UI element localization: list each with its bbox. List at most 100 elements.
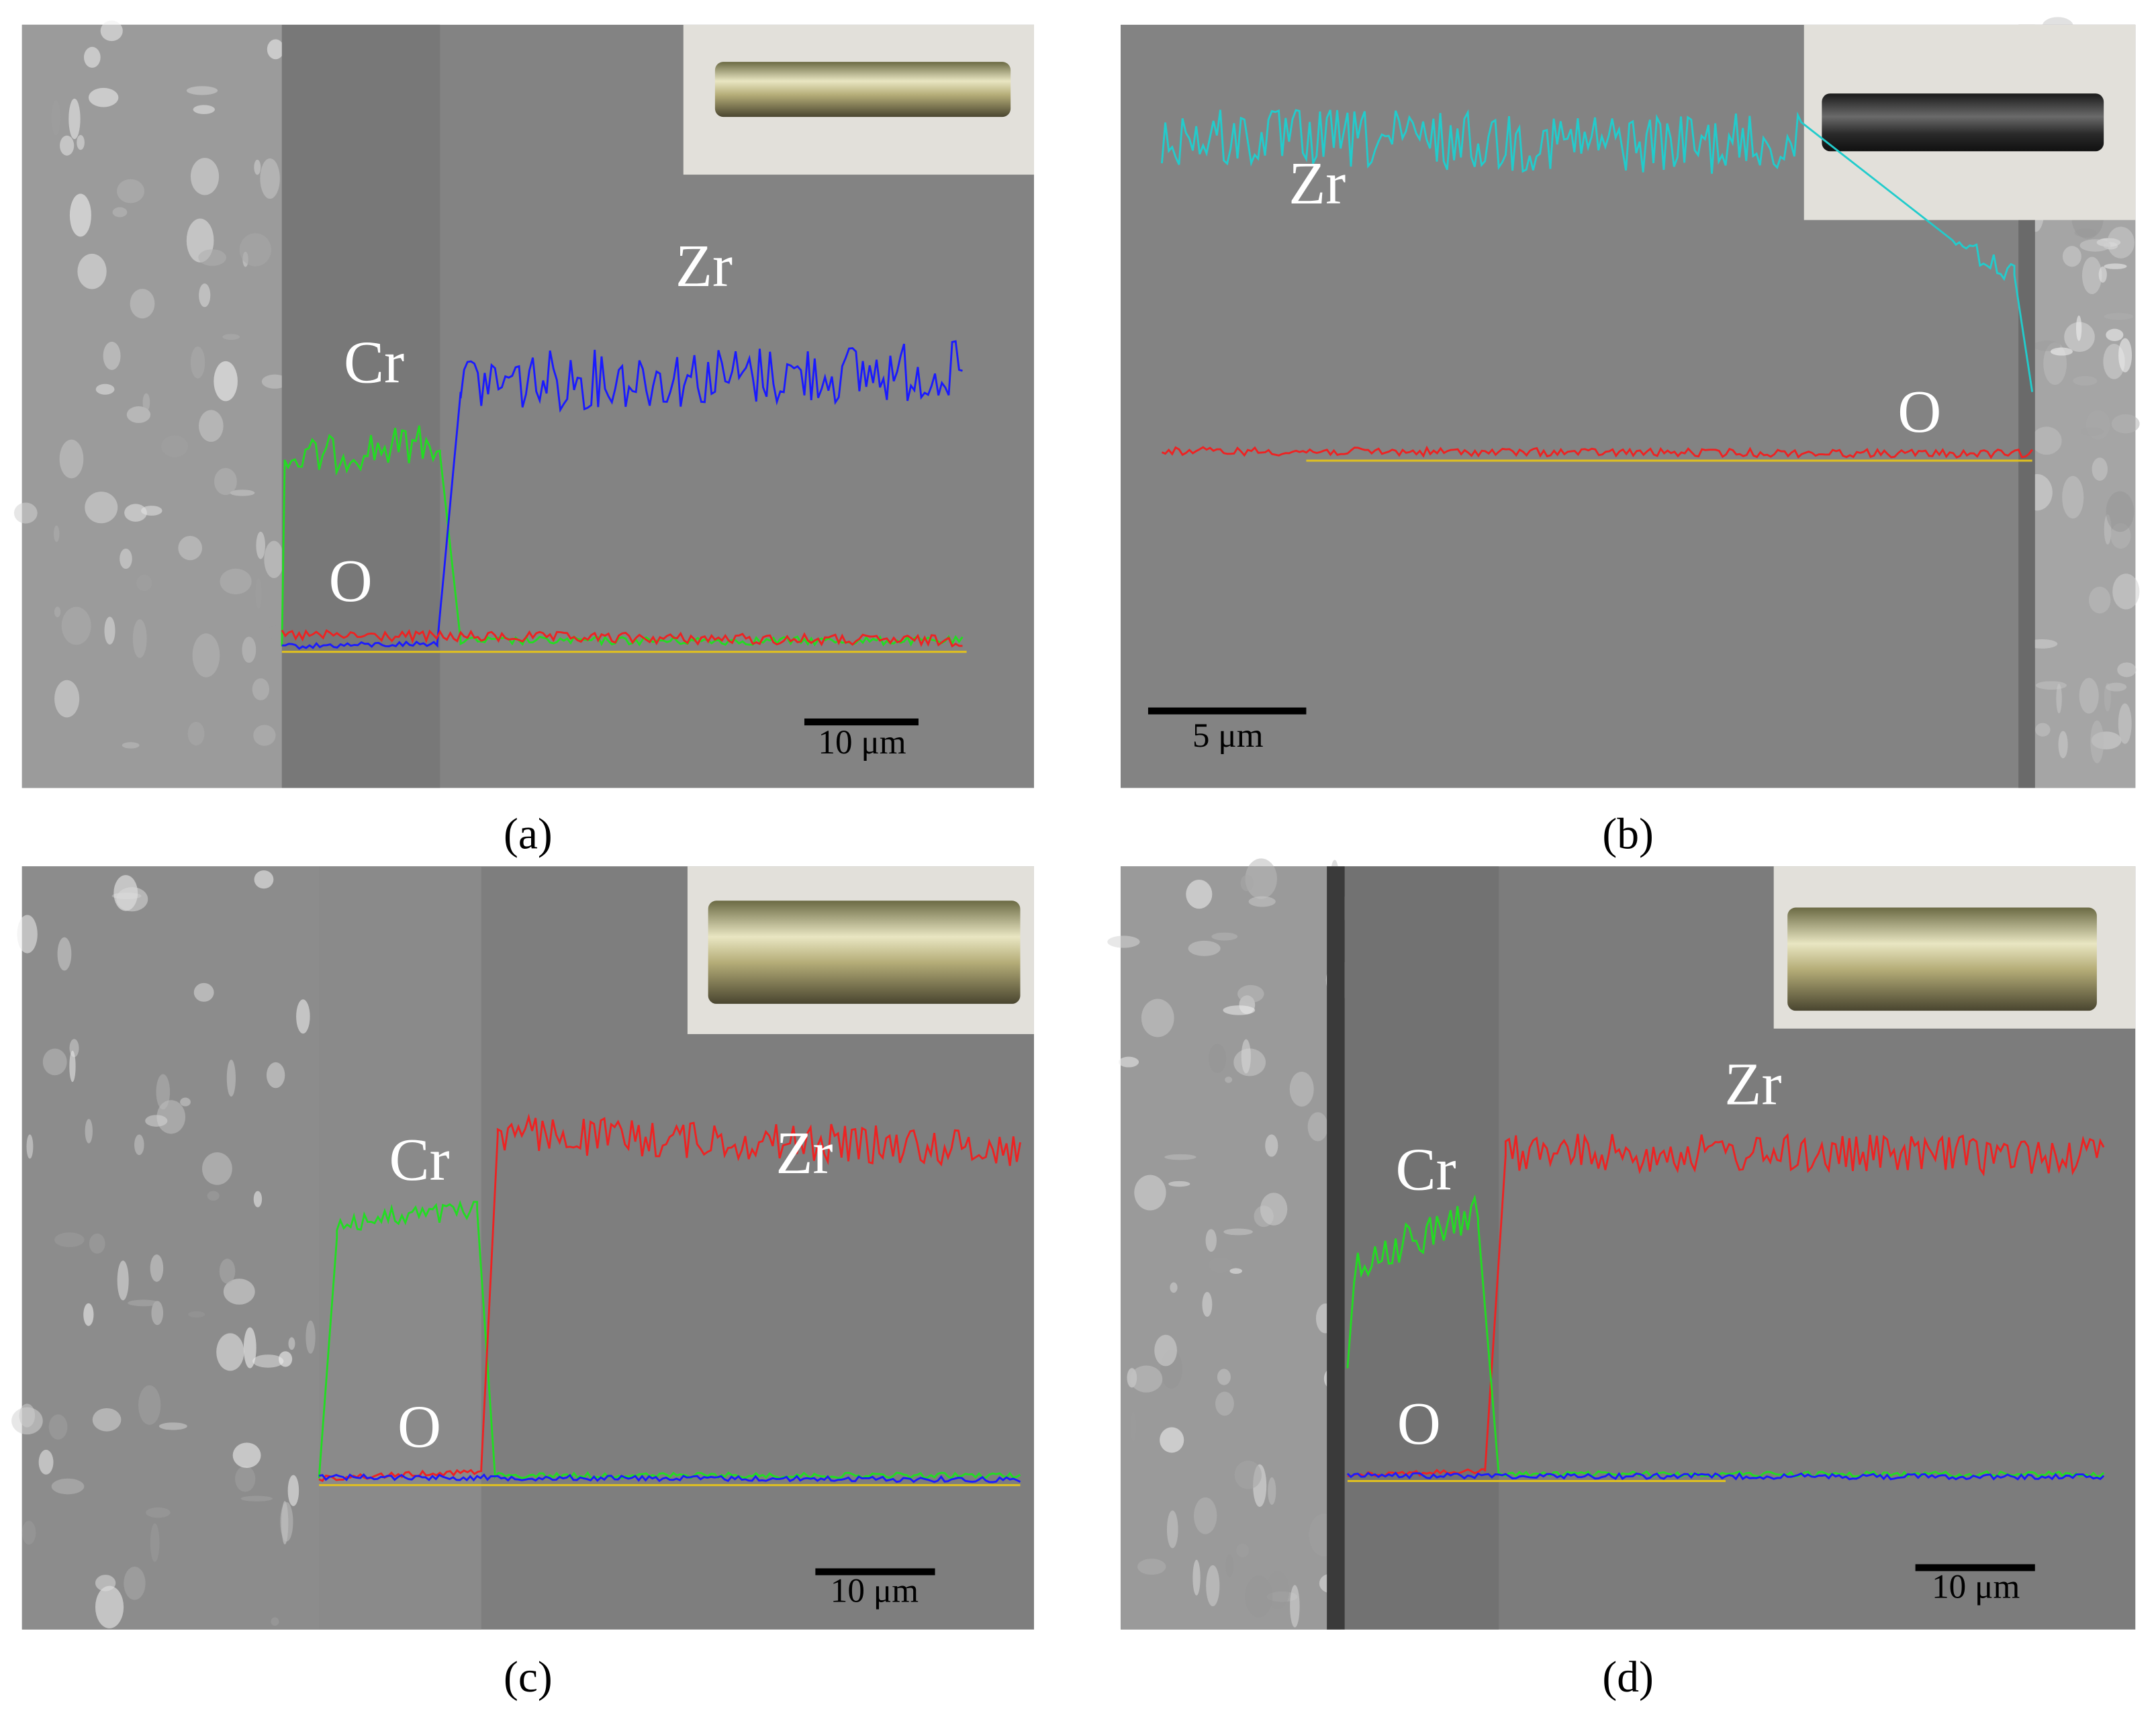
- rod: [1787, 907, 2097, 1011]
- texture: [1307, 1112, 1328, 1142]
- texture: [214, 361, 238, 402]
- scale-bar: [1915, 1564, 2035, 1571]
- texture: [1209, 1257, 1233, 1273]
- texture: [2118, 703, 2132, 744]
- texture: [95, 1575, 116, 1591]
- texture: [145, 1115, 168, 1127]
- texture: [230, 490, 255, 496]
- texture: [186, 86, 218, 95]
- texture: [1164, 1154, 1197, 1160]
- texture: [19, 1403, 36, 1428]
- texture: [267, 39, 285, 60]
- line-scan: [1347, 1133, 2105, 1478]
- texture: [256, 531, 265, 559]
- texture: [88, 87, 119, 107]
- line-scan: [1160, 109, 2034, 392]
- texture: [192, 633, 220, 678]
- texture: [2112, 573, 2140, 610]
- rod: [714, 62, 1011, 118]
- texture: [1194, 1497, 1217, 1534]
- texture: [2111, 414, 2140, 434]
- texture: [54, 1232, 85, 1248]
- texture: [2104, 263, 2127, 269]
- texture: [1130, 1412, 1137, 1442]
- element-label: Cr: [1396, 1136, 1456, 1203]
- texture: [2079, 678, 2099, 714]
- layer-region: [281, 24, 440, 788]
- texture: [54, 525, 60, 543]
- texture: [1268, 1477, 1276, 1505]
- texture: [1137, 1559, 1166, 1575]
- element-label: Zr: [1288, 150, 1346, 217]
- texture: [1118, 1056, 1139, 1068]
- texture: [95, 1585, 124, 1628]
- texture: [222, 334, 240, 340]
- panel: Cr Zr O 10 μm (a): [13, 20, 1034, 858]
- texture: [235, 1466, 256, 1492]
- texture: [252, 678, 270, 700]
- texture: [151, 1301, 164, 1326]
- texture: [2080, 427, 2104, 436]
- texture: [68, 98, 81, 140]
- texture: [2106, 328, 2124, 341]
- texture: [199, 410, 224, 442]
- texture: [104, 616, 115, 645]
- texture: [1225, 1554, 1234, 1577]
- texture: [42, 1048, 67, 1076]
- texture: [214, 467, 237, 496]
- texture: [1154, 1334, 1177, 1367]
- texture: [116, 179, 145, 203]
- texture: [193, 105, 215, 114]
- texture: [158, 1422, 187, 1430]
- texture: [136, 574, 152, 592]
- texture: [161, 435, 189, 457]
- texture: [83, 46, 101, 68]
- layer-region: [1120, 866, 1341, 1630]
- texture: [1134, 1174, 1166, 1211]
- texture: [117, 1260, 129, 1301]
- texture: [2090, 720, 2104, 764]
- element-label: Cr: [344, 329, 404, 396]
- texture: [83, 1303, 94, 1326]
- texture: [1211, 932, 1238, 941]
- texture: [77, 134, 85, 150]
- texture: [156, 1100, 186, 1134]
- line-scan: [318, 1113, 1021, 1483]
- texture: [1141, 999, 1174, 1037]
- scale-bar: [815, 1568, 935, 1575]
- texture: [1245, 858, 1277, 899]
- texture: [261, 374, 288, 389]
- scale-bar-label: 5 μm: [1192, 717, 1264, 755]
- texture: [26, 1134, 34, 1159]
- line-scan: [1346, 1471, 2105, 1481]
- texture: [1240, 874, 1254, 892]
- texture: [124, 504, 147, 522]
- texture: [193, 982, 214, 1002]
- texture: [2118, 338, 2132, 373]
- texture: [226, 1059, 236, 1097]
- element-label: O: [1397, 1391, 1441, 1457]
- panel: Cr Zr O 10 μm (c): [11, 866, 1034, 1702]
- texture: [2062, 475, 2084, 519]
- texture: [77, 253, 107, 289]
- texture: [61, 606, 91, 645]
- texture: [1265, 1134, 1278, 1157]
- panel-label: (c): [504, 1653, 553, 1702]
- texture: [156, 1074, 171, 1110]
- texture: [150, 1523, 160, 1562]
- element-label: O: [397, 1393, 441, 1460]
- texture: [132, 619, 147, 658]
- texture: [306, 1320, 316, 1354]
- texture: [2106, 682, 2127, 692]
- texture: [190, 346, 205, 379]
- panel-label: (b): [1602, 810, 1653, 858]
- texture: [103, 341, 121, 370]
- texture: [2079, 239, 2111, 252]
- texture: [2035, 723, 2051, 737]
- texture: [1205, 1229, 1217, 1252]
- texture: [255, 578, 262, 609]
- texture: [92, 1407, 122, 1432]
- texture: [1237, 984, 1264, 1003]
- texture: [279, 1351, 293, 1367]
